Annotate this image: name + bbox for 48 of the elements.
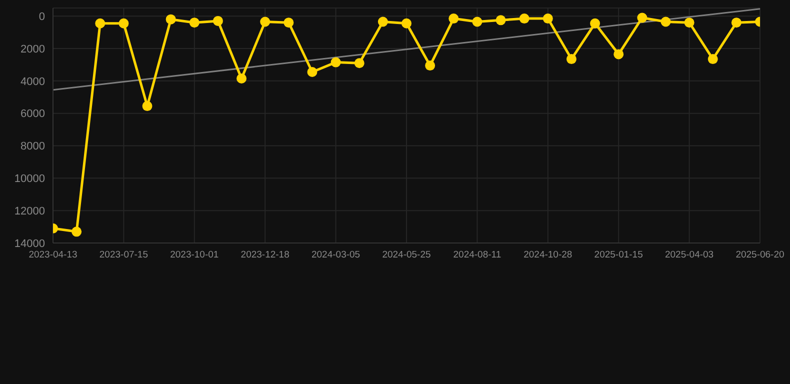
point <box>660 16 671 27</box>
point <box>496 15 506 26</box>
point <box>212 16 223 26</box>
point <box>708 54 718 64</box>
point <box>637 12 648 23</box>
point <box>189 18 200 28</box>
x-tick-label: 2023-10-01 <box>170 250 219 261</box>
y-tick-label: 6000 <box>20 108 45 120</box>
point <box>72 226 82 237</box>
point <box>590 18 600 28</box>
point <box>542 14 553 24</box>
x-tick-label: 2024-03-05 <box>311 250 360 261</box>
y-tick-label: 14000 <box>14 238 45 250</box>
y-tick-label: 2000 <box>20 43 45 56</box>
point <box>472 16 482 27</box>
x-tick-label: 2023-12-18 <box>240 250 290 261</box>
point <box>118 18 129 28</box>
point <box>448 14 459 24</box>
point <box>566 54 576 64</box>
point <box>354 58 364 68</box>
x-tick-label: 2025-06-20 <box>736 250 784 261</box>
y-tick-label: 10000 <box>14 173 45 186</box>
point <box>731 18 742 28</box>
point <box>519 14 530 24</box>
x-tick-label: 2023-07-15 <box>99 250 148 261</box>
point <box>260 16 270 27</box>
y-tick-label: 12000 <box>14 205 45 218</box>
point <box>425 60 436 71</box>
y-tick-label: 0 <box>38 11 45 24</box>
point <box>402 18 412 28</box>
point <box>95 18 106 28</box>
x-tick-label: 2025-04-03 <box>664 250 714 261</box>
x-tick-label: 2025-01-15 <box>594 250 643 261</box>
point <box>307 67 318 78</box>
x-tick-label: 2024-10-28 <box>524 250 572 261</box>
x-tick-label: 2024-05-25 <box>382 250 431 261</box>
y-tick-label: 8000 <box>20 140 45 153</box>
point <box>284 18 294 28</box>
point <box>236 74 247 84</box>
y-tick-label: 4000 <box>20 76 45 88</box>
point <box>378 16 388 27</box>
point <box>614 49 624 60</box>
point <box>166 14 176 24</box>
x-tick-label: 2024-08-11 <box>453 250 502 261</box>
point <box>684 18 694 28</box>
x-tick-label: 2023-04-13 <box>28 250 78 261</box>
point <box>142 101 152 112</box>
point <box>330 57 341 68</box>
